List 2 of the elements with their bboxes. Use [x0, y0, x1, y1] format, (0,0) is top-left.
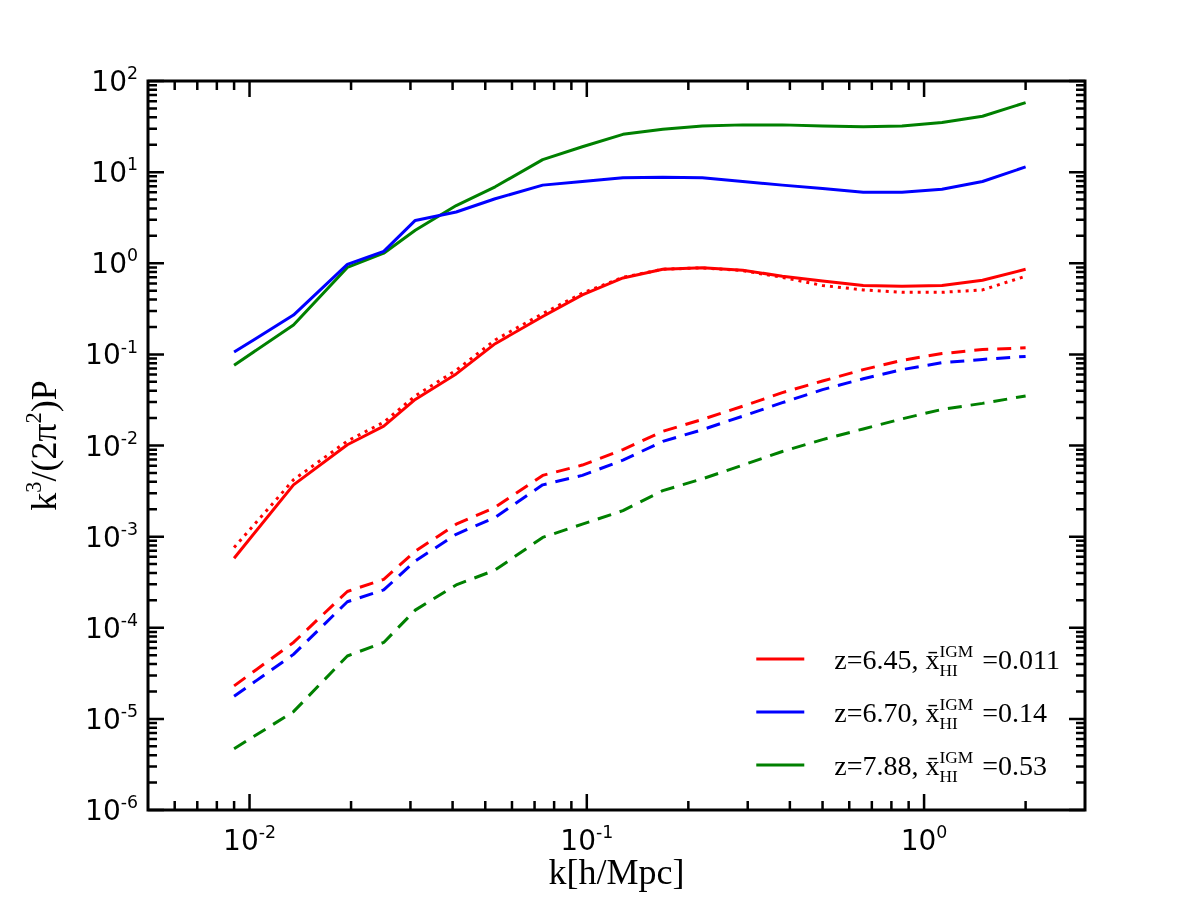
x-axis-title: k[h/Mpc] [548, 852, 685, 892]
y-axis-title: k3/(2π2)P [20, 380, 64, 511]
